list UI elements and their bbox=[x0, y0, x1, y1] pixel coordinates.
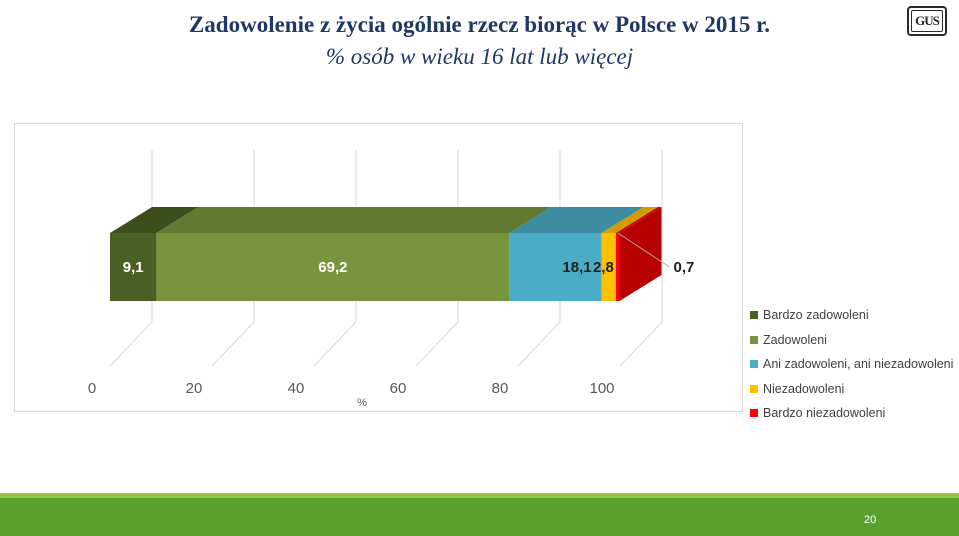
bar-segment bbox=[615, 233, 620, 301]
bar-segment-top bbox=[601, 207, 658, 233]
data-label: 0,7 bbox=[673, 259, 694, 276]
stacked-bar-chart: 0 20 40 60 80 100% 9,1 69,2 18,1 2,8 0,7 bbox=[88, 150, 694, 409]
gus-logo: GUS bbox=[907, 6, 947, 36]
chart-legend: Bardzo zadowoleni Zadowoleni Ani zadowolen… bbox=[750, 303, 953, 426]
legend-label: Bardzo zadowoleni bbox=[763, 308, 869, 323]
gridline-floor bbox=[313, 321, 357, 367]
x-tick-label: 80 bbox=[492, 380, 509, 397]
footer-band bbox=[0, 493, 959, 536]
data-label-leader bbox=[617, 232, 670, 268]
gridline-floor bbox=[211, 321, 255, 367]
chart-subtitle: % osób w wieku 16 lat lub więcej bbox=[325, 44, 634, 69]
x-tick-label: 60 bbox=[390, 380, 407, 397]
legend-label: Ani zadowoleni, ani niezadowoleni bbox=[763, 357, 954, 372]
data-label: 9,1 bbox=[123, 259, 144, 276]
legend-item: Bardzo niezadowoleni bbox=[750, 401, 953, 426]
legend-label: Niezadowoleni bbox=[763, 381, 845, 396]
x-tick-label: 100 bbox=[589, 380, 614, 397]
gridline-floor bbox=[415, 321, 459, 367]
page-number: 20 bbox=[864, 514, 877, 526]
legend-swatch bbox=[750, 335, 758, 344]
bar-segment-top bbox=[110, 207, 199, 233]
legend-swatch bbox=[750, 311, 758, 320]
data-label: 18,1 bbox=[562, 259, 591, 276]
chart-title: Zadowolenie z życia ogólnie rzecz biorąc… bbox=[188, 12, 771, 37]
legend-swatch bbox=[750, 409, 758, 418]
legend-item: Bardzo zadowoleni bbox=[750, 303, 953, 328]
gridline-floor bbox=[109, 321, 153, 367]
bar-segment bbox=[110, 233, 157, 301]
legend-swatch bbox=[750, 384, 758, 393]
legend-item: Ani zadowoleni, ani niezadowoleni bbox=[750, 352, 953, 377]
bar-segment-side bbox=[619, 207, 662, 301]
x-tick-label: 0 bbox=[88, 380, 96, 397]
bar-segment-top bbox=[156, 207, 552, 233]
bar-segment-top bbox=[615, 207, 662, 233]
x-tick-label: 20 bbox=[186, 380, 203, 397]
bar-segment-top bbox=[509, 207, 644, 233]
chart-area: 0 20 40 60 80 100% 9,1 69,2 18,1 2,8 0,7 bbox=[14, 123, 743, 412]
x-tick-label: 40 bbox=[288, 380, 305, 397]
data-label: 69,2 bbox=[318, 259, 347, 276]
legend-label: Zadowoleni bbox=[763, 332, 827, 347]
legend-label: Bardzo niezadowoleni bbox=[763, 406, 886, 421]
x-axis-label: % bbox=[357, 397, 367, 409]
bar-segment bbox=[509, 233, 602, 301]
data-label: 2,8 bbox=[593, 259, 614, 276]
legend-item: Niezadowoleni bbox=[750, 377, 953, 402]
gridline-floor bbox=[517, 321, 561, 367]
legend-swatch bbox=[750, 360, 758, 369]
legend-item: Zadowoleni bbox=[750, 328, 953, 353]
gus-logo-text: GUS bbox=[911, 10, 943, 32]
bar-segment bbox=[156, 233, 510, 301]
gridline-floor bbox=[619, 321, 663, 367]
bar-segment bbox=[601, 233, 616, 301]
